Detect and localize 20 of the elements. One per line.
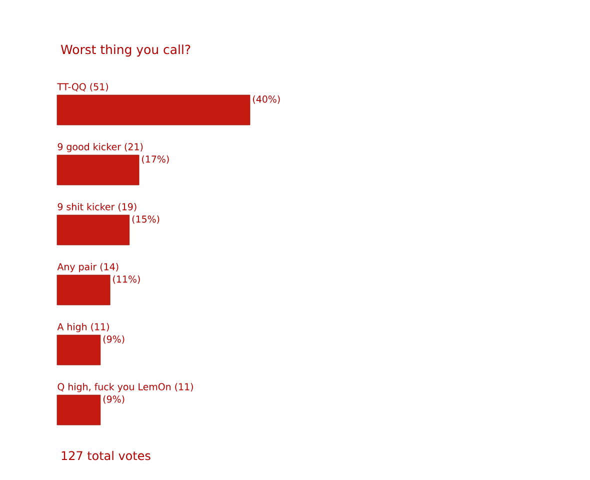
y-tick-label: 9 shit kicker (19): [58, 203, 136, 212]
data-label: (9%): [103, 335, 124, 344]
y-tick-label: Q high, fuck you LemOn (11): [58, 383, 193, 392]
bar: [56, 214, 130, 246]
y-tick-label: Any pair (14): [57, 263, 118, 272]
bar: [56, 94, 250, 126]
y-tick-label: 9 good kicker (21): [58, 143, 143, 152]
chart-title: Worst thing you call?: [60, 44, 190, 57]
data-label: (17%): [142, 155, 169, 164]
bar: [56, 394, 101, 426]
data-label: (15%): [132, 215, 160, 224]
y-tick-label: TT-QQ (51): [57, 83, 108, 92]
text: 127 total votes: [62, 450, 150, 460]
y-tick-label: A high (11): [57, 323, 109, 332]
bar: [56, 274, 110, 306]
bar: [56, 334, 101, 366]
data-label: (40%): [253, 95, 280, 104]
bar: [56, 154, 140, 186]
data-label: (11%): [113, 275, 140, 284]
data-label: (9%): [103, 395, 124, 404]
